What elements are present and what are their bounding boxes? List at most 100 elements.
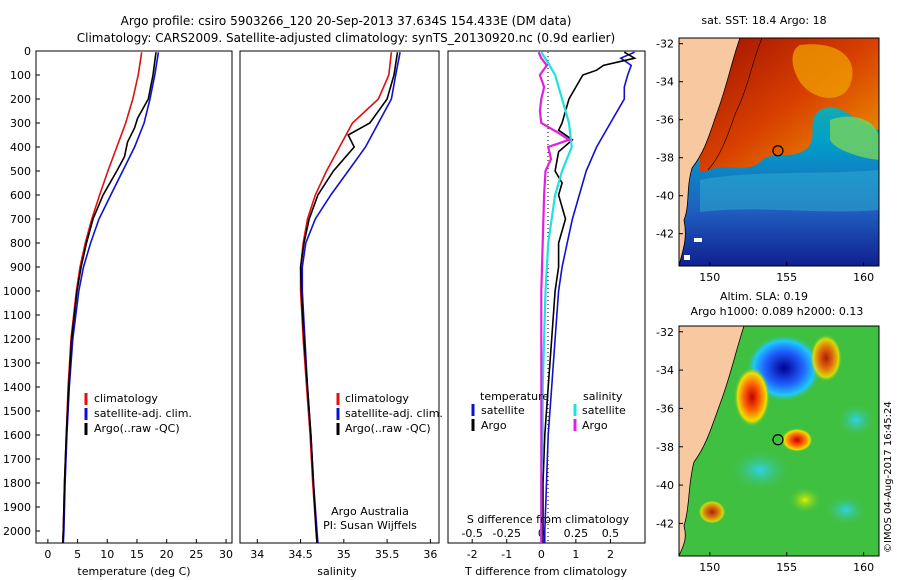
x-tick-label: 30 (219, 548, 233, 561)
x-tick-label: -2 (467, 548, 478, 561)
depth-tick-label: 1400 (3, 381, 31, 394)
s-diff-tick-label: 0.25 (564, 527, 589, 540)
depth-tick-label: 700 (10, 213, 31, 226)
sla-cyan-patch (728, 448, 792, 492)
sla-yellow-patch (787, 486, 823, 514)
sst-map-title: sat. SST: 18.4 Argo: 18 (701, 14, 826, 27)
sla-map-title: Altim. SLA: 0.19 (720, 290, 808, 303)
salinity-axes-frame (239, 50, 440, 544)
pi-name-label: PI: Susan Wijffels (323, 519, 417, 532)
series-line-temperature-satellite (543, 51, 635, 543)
x-tick-label: 35.5 (375, 548, 400, 561)
temperature-panel: 0100200300400500600700800900100011001200… (3, 45, 233, 578)
series-line-temperature-argo (542, 51, 637, 543)
difference-panel: -2 -1 0 1 2 -0.5 -0.25 0 0.25 0.5 T difference f… (447, 50, 646, 578)
depth-tick-label: 300 (10, 117, 31, 130)
x-tick-label: 0 (538, 548, 545, 561)
t-difference-x-label: T difference from climatology (464, 565, 627, 578)
legend-temperature-heading: temperature (480, 390, 549, 403)
series-line-salinity-argo (537, 51, 572, 543)
temperature-x-axis: 0 5 10 15 20 25 30 (44, 539, 233, 561)
depth-tick-label: 1000 (3, 285, 31, 298)
map-x-tick-label: 160 (853, 561, 874, 574)
sla-map-panel: Altim. SLA: 0.19 Argo h1000: 0.089 h2000… (656, 290, 880, 574)
sst-map-axes: 150 155 160 -32 -34 -36 -38 -40 -42 (656, 38, 874, 284)
sla-cyan-patch-2 (836, 402, 876, 438)
map-y-tick-label: -40 (656, 479, 674, 492)
map-y-tick-label: -34 (656, 76, 674, 89)
x-tick-label: 34 (250, 548, 264, 561)
salinity-x-label: salinity (317, 565, 357, 578)
map-y-tick-label: -42 (656, 228, 674, 241)
depth-tick-label: 800 (10, 237, 31, 250)
figure-title-line1: Argo profile: csiro 5903266_120 20-Sep-2… (121, 14, 572, 28)
s-difference-label: S difference from climatology (467, 513, 630, 526)
temperature-axes-frame (35, 50, 233, 544)
map-x-tick-label: 155 (776, 271, 797, 284)
series-line-climatology (61, 52, 143, 544)
x-tick-label: 0 (44, 548, 51, 561)
diff-legend-t-argo-label: Argo (481, 419, 507, 432)
x-tick-label: 20 (160, 548, 174, 561)
map-y-tick-label: -40 (656, 190, 674, 203)
depth-tick-label: 200 (10, 93, 31, 106)
sla-land-australia (679, 326, 744, 556)
map-y-tick-label: -34 (656, 364, 674, 377)
diff-legend-t-satellite-label: satellite (481, 404, 525, 417)
series-line-argo (61, 52, 157, 544)
sla-coastline (679, 326, 745, 556)
depth-tick-label: 1300 (3, 357, 31, 370)
map-y-tick-label: -32 (656, 326, 674, 339)
diff-legend-s-satellite-label: satellite (582, 404, 626, 417)
legend-salinity-heading: salinity (583, 390, 623, 403)
depth-tick-label: 1900 (3, 501, 31, 514)
sst-coastline (679, 38, 741, 266)
sst-map-frame (678, 37, 880, 267)
map-y-tick-label: -36 (656, 114, 674, 127)
salinity-panel: 34 34.5 35 35.5 36 salinity climatology sate… (239, 50, 443, 578)
difference-legend: temperature satellite Argo salinity sate… (471, 390, 626, 432)
sla-map-axes: 150 155 160 -32 -34 -36 -38 -40 -42 (656, 326, 874, 574)
sst-warm-eddy (792, 44, 853, 98)
depth-tick-label: 600 (10, 189, 31, 202)
map-y-tick-label: -38 (656, 152, 674, 165)
depth-tick-label: 2000 (3, 525, 31, 538)
sla-cyan-patch-3 (824, 494, 868, 526)
depth-axis: 0 100 200 300 400 500 600 700 800 900 1000 1100 1200… (3, 45, 40, 538)
depth-tick-label: 100 (10, 69, 31, 82)
temperature-legend: climatology satellite-adj. clim. Argo(..… (84, 392, 192, 435)
sst-land-australia (679, 38, 740, 266)
map-y-tick-label: -32 (656, 38, 674, 51)
map-y-tick-label: -42 (656, 517, 674, 530)
sla-warm-eddy-south (781, 428, 813, 452)
map-x-tick-label: 155 (776, 561, 797, 574)
x-tick-label: 35 (337, 548, 351, 561)
x-tick-label: 5 (74, 548, 81, 561)
map-x-tick-label: 150 (699, 561, 720, 574)
map-y-tick-label: -38 (656, 441, 674, 454)
x-tick-label: 36 (423, 548, 437, 561)
sla-map-frame (678, 325, 880, 557)
depth-tick-label: 1700 (3, 453, 31, 466)
legend-climatology-label: climatology (94, 392, 158, 405)
map-x-tick-label: 160 (853, 271, 874, 284)
series-line-satellite (62, 52, 160, 544)
imos-timestamp: ©IMOS 04-Aug-2017 16:45:24 (883, 401, 894, 553)
sst-isobath (707, 38, 763, 171)
x-tick-label: 1 (572, 548, 579, 561)
salinity-legend: climatology satellite-adj. clim. Argo(..… (336, 392, 443, 435)
x-tick-label: -1 (501, 548, 512, 561)
difference-axes-frame (447, 50, 646, 544)
s-diff-tick-label: -0.25 (493, 527, 521, 540)
sal-legend-argo-label: Argo(..raw -QC) (345, 422, 431, 435)
temperature-x-label: temperature (deg C) (77, 565, 190, 578)
depth-tick-label: 400 (10, 141, 31, 154)
salinity-series (299, 52, 401, 544)
depth-tick-label: 1200 (3, 333, 31, 346)
sla-map-subtitle: Argo h1000: 0.089 h2000: 0.13 (691, 305, 864, 318)
figure-title-line2: Climatology: CARS2009. Satellite-adjuste… (77, 31, 615, 45)
depth-tick-label: 900 (10, 261, 31, 274)
depth-tick-label: 1100 (3, 309, 31, 322)
x-tick-label: 2 (607, 548, 614, 561)
